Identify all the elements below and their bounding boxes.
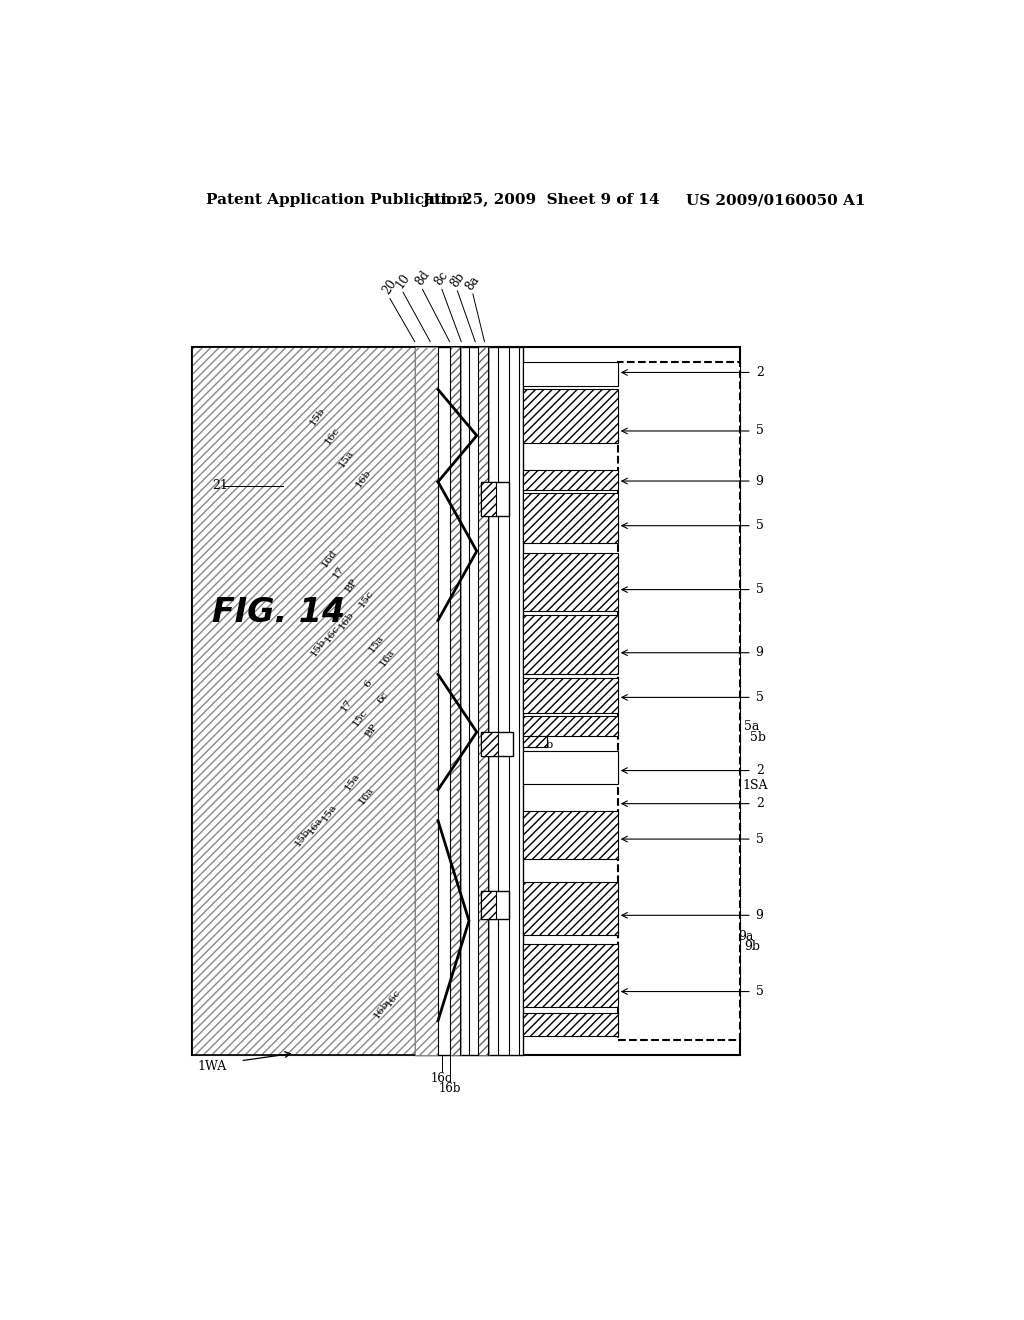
Text: 15a: 15a [321, 803, 339, 824]
Text: 16c: 16c [324, 624, 342, 644]
Text: 15c: 15c [356, 589, 375, 610]
Text: FIG. 14: FIG. 14 [212, 597, 345, 630]
Text: 16b: 16b [337, 610, 356, 631]
Text: 7: 7 [568, 974, 577, 987]
Text: 16b: 16b [354, 467, 373, 488]
Text: 15a: 15a [337, 449, 355, 469]
Text: Jun. 25, 2009  Sheet 9 of 14: Jun. 25, 2009 Sheet 9 of 14 [423, 193, 660, 207]
Bar [523, 363, 617, 385]
Text: 6b: 6b [539, 900, 553, 911]
Text: 8b: 8b [447, 269, 467, 289]
Text: 16a: 16a [356, 784, 375, 805]
Bar [523, 1014, 617, 1036]
Text: 5: 5 [756, 425, 764, 437]
Text: 7: 7 [568, 579, 577, 593]
Bar [523, 615, 617, 675]
Text: 5: 5 [756, 519, 764, 532]
Text: 20: 20 [380, 277, 399, 297]
Text: 16c: 16c [324, 425, 342, 446]
Text: 8a: 8a [464, 273, 482, 293]
Text: 6: 6 [362, 678, 374, 689]
Text: 16c: 16c [384, 987, 402, 1008]
Text: 6a: 6a [528, 730, 543, 739]
Text: Patent Application Publication: Patent Application Publication [206, 193, 468, 207]
Text: 1SA: 1SA [742, 779, 768, 792]
Bar [523, 678, 617, 713]
Text: 5: 5 [756, 985, 764, 998]
Text: 1WA: 1WA [198, 1060, 227, 1073]
Bar [523, 944, 617, 1007]
Bar [480, 733, 499, 756]
Text: 16a: 16a [306, 816, 325, 837]
Text: 15a: 15a [367, 634, 385, 653]
Text: 16a: 16a [378, 647, 397, 668]
Text: 9: 9 [756, 647, 764, 659]
Text: 7: 7 [568, 888, 577, 902]
Text: 16c: 16c [431, 1072, 453, 1085]
Text: 15b: 15b [293, 826, 312, 849]
Bar [523, 882, 617, 935]
Bar [480, 482, 509, 516]
Text: 15b: 15b [308, 405, 327, 428]
Text: 9: 9 [756, 908, 764, 921]
Text: 9b: 9b [744, 940, 760, 953]
Text: 21: 21 [212, 479, 227, 492]
Text: 9a: 9a [738, 929, 754, 942]
Bar [617, 363, 740, 1040]
Text: 7: 7 [568, 688, 577, 701]
Bar [450, 347, 461, 1056]
Bar [478, 347, 489, 1056]
Bar [415, 347, 523, 1056]
Text: BP: BP [364, 722, 379, 739]
Text: 5: 5 [756, 690, 764, 704]
Bar [523, 737, 547, 747]
Bar [523, 389, 617, 444]
Bar [523, 751, 617, 784]
Text: 16b: 16b [372, 998, 391, 1020]
Text: 15a: 15a [343, 772, 361, 792]
Text: 6c: 6c [376, 690, 390, 705]
Text: 16b: 16b [438, 1082, 461, 1096]
Bar [480, 891, 509, 919]
Text: 5b: 5b [750, 731, 766, 744]
Text: 17: 17 [331, 564, 346, 579]
Bar [480, 733, 513, 756]
Text: 5a: 5a [744, 721, 760, 733]
Text: 5: 5 [756, 583, 764, 597]
Text: 6b: 6b [539, 741, 553, 750]
Text: US 2009/0160050 A1: US 2009/0160050 A1 [686, 193, 865, 207]
Bar [415, 347, 438, 1056]
Text: 8c: 8c [432, 269, 452, 288]
Text: 15b: 15b [308, 636, 328, 659]
Bar [191, 347, 740, 1056]
Bar [523, 715, 617, 737]
Bar [523, 812, 617, 859]
Text: 17: 17 [339, 697, 353, 713]
Bar [523, 470, 617, 490]
Text: 7: 7 [569, 494, 578, 507]
Text: 5: 5 [756, 833, 764, 846]
Bar [480, 891, 496, 919]
Text: 10: 10 [393, 271, 413, 290]
Text: 9: 9 [756, 474, 764, 487]
Text: 2: 2 [756, 797, 764, 810]
Text: 15c: 15c [351, 708, 370, 727]
Text: 16d: 16d [321, 548, 339, 569]
Bar [191, 347, 415, 1056]
Bar [523, 553, 617, 611]
Text: 2: 2 [756, 366, 764, 379]
Text: 8d: 8d [413, 268, 432, 288]
Text: BP: BP [343, 577, 359, 594]
Bar [523, 494, 617, 544]
Bar [480, 482, 496, 516]
Text: 6a: 6a [528, 891, 543, 902]
Text: 2: 2 [756, 764, 764, 777]
